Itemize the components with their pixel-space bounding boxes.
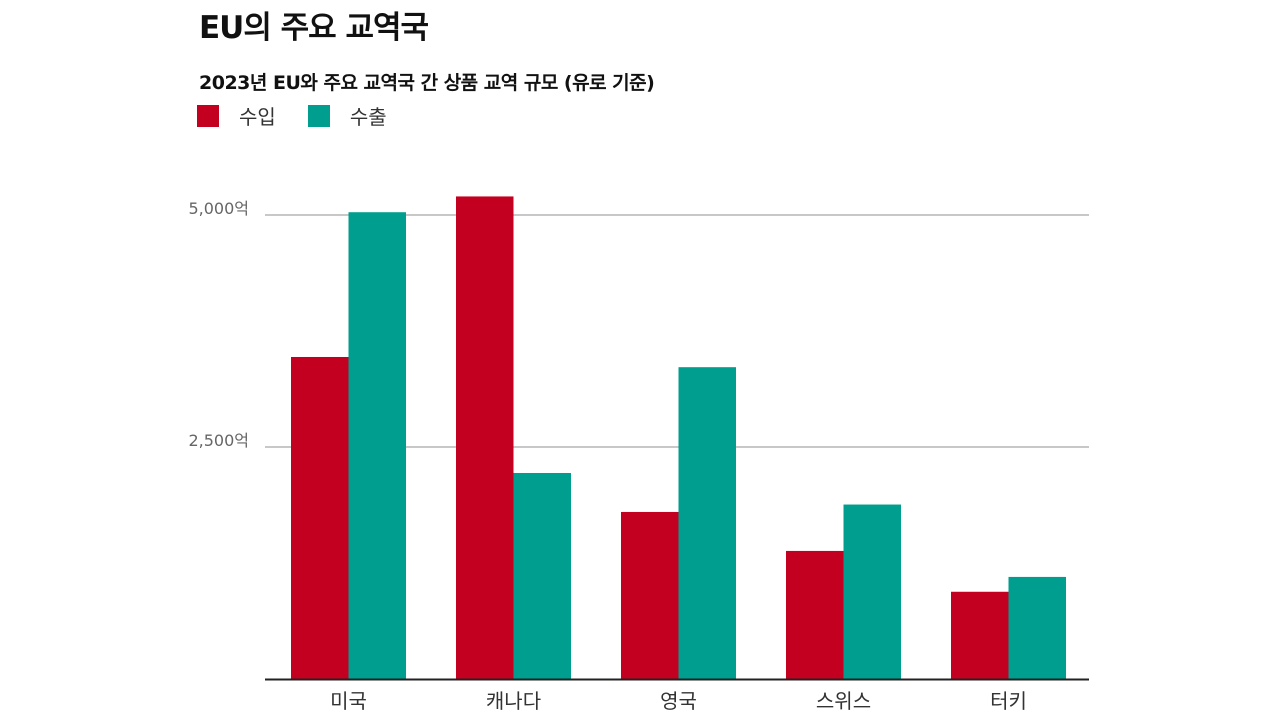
bar-export-0 (348, 212, 406, 679)
bar-import-3 (786, 550, 844, 679)
bar-import-4 (951, 591, 1009, 679)
bar-export-1 (513, 472, 571, 679)
y-tick-label: 5,000억 (188, 199, 249, 218)
bar-export-4 (1008, 576, 1066, 679)
bar-import-2 (621, 511, 679, 679)
y-tick-label: 2,500억 (188, 431, 249, 450)
bar-import-1 (456, 196, 514, 679)
bars (291, 196, 1066, 679)
x-category-label: 영국 (660, 689, 697, 713)
chart-title: EU의 주요 교역국 (199, 10, 429, 46)
legend-item-export: 수출 (307, 101, 387, 130)
chart-subtitle: 2023년 EU와 주요 교역국 간 상품 교역 규모 (유로 기준) (199, 72, 655, 94)
legend-label-export: 수출 (349, 105, 387, 129)
legend-swatch-export (307, 104, 330, 127)
legend-item-import: 수입 (197, 101, 276, 130)
x-category-label: 터키 (990, 689, 1027, 713)
x-category-label: 스위스 (816, 689, 871, 713)
x-category-label: 캐나다 (486, 689, 541, 713)
x-category-label: 미국 (330, 689, 367, 713)
y-axis-labels: 2,500억 5,000억 (188, 199, 249, 450)
bar-export-3 (843, 504, 901, 679)
bar-import-0 (291, 356, 349, 679)
legend-label-import: 수입 (239, 105, 276, 129)
x-axis-labels: 미국 캐나다 영국 스위스 터키 (330, 689, 1027, 713)
legend: 수입 수출 (197, 101, 419, 130)
legend-swatch-import (197, 104, 219, 127)
bar-export-2 (678, 367, 736, 679)
